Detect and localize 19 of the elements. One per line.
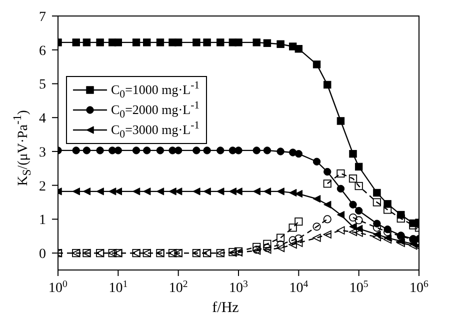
legend-label: C$_{0}$=2000 mg·L$^{-1}$ [111, 100, 200, 120]
x-tick-label: 10$^{2}$ [168, 278, 188, 296]
y-tick-label: 6 [39, 44, 46, 59]
x-tick-label: 10$^{3}$ [229, 278, 248, 296]
x-tick-label: 10$^{4}$ [289, 278, 308, 296]
legend-label: C$_{0}$=1000 mg·L$^{-1}$ [111, 80, 200, 100]
x-tick-label: 10$^{6}$ [410, 278, 429, 296]
legend-label: C$_{0}$=3000 mg·L$^{-1}$ [111, 120, 200, 140]
y-tick-label: 4 [39, 112, 46, 127]
y-tick-label: 3 [39, 145, 46, 160]
y-tick-label: 5 [39, 78, 46, 93]
y-tick-label: 2 [39, 179, 46, 194]
x-tick-label: 10$^{1}$ [108, 278, 128, 296]
y-tick-label: 7 [39, 10, 46, 25]
x-tick-label: 10$^{0}$ [48, 278, 68, 296]
y-tick-label: 0 [39, 247, 46, 262]
x-axis-title: f/Hz [212, 300, 239, 316]
y-tick-label: 1 [39, 213, 46, 228]
x-tick-label: 10$^{5}$ [349, 278, 368, 296]
